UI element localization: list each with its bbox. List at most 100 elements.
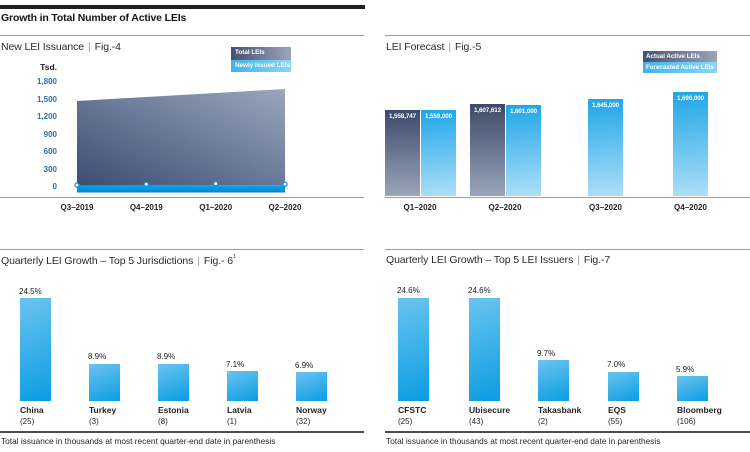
fig4-axis-line xyxy=(0,197,364,198)
fig7-bar xyxy=(538,360,569,401)
fig4-ytick: 900 xyxy=(43,129,57,139)
fig4-ytick: 300 xyxy=(43,164,57,174)
fig4-xlabel: Q2–2020 xyxy=(268,203,302,212)
fig6-value-label: 8.9% xyxy=(88,352,107,362)
fig5-legend: Actual Active LEIs Forecasted Active LEI… xyxy=(643,51,717,73)
fig4-ytick: 0 xyxy=(52,182,57,191)
fig6-bar xyxy=(227,371,258,401)
fig4-legend-newly-issued: Newly Issued LEIs xyxy=(231,59,291,72)
fig6-category-label: Norway xyxy=(296,404,327,415)
fig5-legend-actual: Actual Active LEIs xyxy=(643,51,717,62)
fig7-bar xyxy=(469,297,500,401)
fig5-forecast-bar-value: 1,645,000 xyxy=(591,101,620,109)
fig5-legend-forecasted: Forecasted Active LEIs xyxy=(643,62,717,73)
fig7-category-count: (25) xyxy=(398,416,413,426)
fig5-actual-bar: 1,607,612 xyxy=(470,103,505,197)
fig6-bar xyxy=(20,298,51,401)
fig7-category-label: CFSTC xyxy=(398,404,427,415)
fig7-bar xyxy=(398,297,429,401)
fig4-legend: Total LEIs Newly Issued LEIs xyxy=(231,47,291,72)
fig5-xlabel: Q3–2020 xyxy=(589,203,622,212)
fig5-forecast-bar-value: 1,696,000 xyxy=(676,94,705,102)
fig7-bar xyxy=(677,376,708,401)
fig4-ytick: 600 xyxy=(43,147,57,156)
fig4-y-axis-unit: Tsd. xyxy=(40,62,57,72)
divider-bottom-right xyxy=(385,249,750,250)
footnote-rule-left xyxy=(0,431,364,433)
fig7-title-text: Quarterly LEI Growth – Top 5 LEI Issuers xyxy=(386,254,574,266)
fig4-ytick: 1,200 xyxy=(36,112,57,121)
fig5-axis-line xyxy=(385,197,750,198)
fig6-category-count: (1) xyxy=(227,416,237,426)
fig5-fig-label: Fig.-5 xyxy=(454,41,482,53)
fig5-forecast-bar: 1,645,000 xyxy=(588,98,623,197)
fig7-title-separator: | xyxy=(577,254,580,266)
fig4-newly-issued-marker xyxy=(282,181,288,188)
divider-top-left xyxy=(0,35,364,36)
fig6-bar xyxy=(89,363,120,401)
fig5-actual-bar-value: 1,607,612 xyxy=(473,106,502,114)
fig5-xlabel: Q2–2020 xyxy=(488,203,522,212)
fig4-newly-issued-band xyxy=(77,185,285,193)
fig4-legend-total-leis: Total LEIs xyxy=(231,47,291,60)
fig6-title-separator: | xyxy=(197,255,200,267)
fig6-value-label: 6.9% xyxy=(295,360,314,370)
fig7-category-label: Ubisecure xyxy=(469,404,511,415)
fig4-fig-label: Fig.-4 xyxy=(94,41,121,53)
footnote-rule-right xyxy=(385,431,750,433)
fig7-category-label: Bloomberg xyxy=(677,404,722,415)
fig6-title-text: Quarterly LEI Growth – Top 5 Jurisdictio… xyxy=(1,255,194,267)
fig7-title: Quarterly LEI Growth – Top 5 LEI Issuers… xyxy=(386,254,610,266)
fig7-bar xyxy=(608,371,639,401)
fig4-newly-issued-marker xyxy=(74,182,80,188)
page-title: Growth in Total Number of Active LEIs xyxy=(1,12,187,24)
fig4-xlabel: Q1–2020 xyxy=(199,203,233,212)
fig7-category-count: (43) xyxy=(469,416,484,426)
divider-top-right xyxy=(385,35,750,36)
fig6-value-label: 7.1% xyxy=(226,359,245,369)
fig6-bar xyxy=(296,372,327,401)
fig7-value-label: 24.6% xyxy=(397,286,420,296)
fig5-forecast-bar-value: 1,601,000 xyxy=(509,107,538,115)
fig4-ytick: 1,500 xyxy=(36,94,57,104)
fig6-fig-label: Fig.- 6 xyxy=(203,255,233,267)
fig5-forecast-bar: 1,696,000 xyxy=(673,91,708,197)
fig5-forecast-bar: 1,559,000 xyxy=(420,110,456,197)
fig6-bar xyxy=(158,363,189,401)
fig5-title-text: LEI Forecast xyxy=(386,41,445,53)
fig6-category-label: Turkey xyxy=(89,404,117,415)
fig7-category-label: Takasbank xyxy=(538,404,582,415)
fig6-category-label: Estonia xyxy=(158,404,189,415)
fig5-title: LEI Forecast | Fig.-5 xyxy=(386,41,481,53)
fig7-category-label: EQS xyxy=(608,404,626,415)
fig7-value-label: 5.9% xyxy=(676,364,695,374)
fig6-category-count: (3) xyxy=(89,416,99,426)
fig7-value-label: 7.0% xyxy=(607,360,626,370)
fig7-category-count: (2) xyxy=(538,416,548,426)
fig6-title: Quarterly LEI Growth – Top 5 Jurisdictio… xyxy=(1,254,236,267)
fig5-forecast-bar: 1,601,000 xyxy=(505,104,541,197)
fig6-category-count: (25) xyxy=(20,416,35,426)
fig7-value-label: 24.6% xyxy=(468,286,491,296)
fig5-forecast-bar-value: 1,559,000 xyxy=(424,113,453,121)
fig4-title: New LEI Issuance | Fig.-4 xyxy=(1,41,121,53)
fig6-footnote-marker: 1 xyxy=(232,254,236,260)
fig5-actual-bar-value: 1,558,747 xyxy=(388,113,417,121)
fig6-value-label: 8.9% xyxy=(157,352,176,362)
fig4-newly-issued-marker xyxy=(212,180,219,187)
footnote-right: Total issuance in thousands at most rece… xyxy=(386,436,661,446)
header-rule xyxy=(0,5,365,9)
fig7-fig-label: Fig.-7 xyxy=(583,254,611,266)
fig4-newly-issued-marker xyxy=(143,181,150,188)
divider-bottom-left xyxy=(0,249,364,250)
fig7-value-label: 9.7% xyxy=(537,348,556,358)
fig6-category-count: (8) xyxy=(158,416,168,426)
fig5-xlabel: Q1–2020 xyxy=(403,203,437,212)
fig5-actual-bar: 1,558,747 xyxy=(385,110,420,197)
fig6-value-label: 24.5% xyxy=(19,286,42,296)
fig6-category-label: China xyxy=(20,404,44,415)
fig4-title-separator: | xyxy=(88,41,91,53)
fig7-category-count: (106) xyxy=(677,416,696,426)
fig4-xlabel: Q4–2019 xyxy=(129,203,163,212)
